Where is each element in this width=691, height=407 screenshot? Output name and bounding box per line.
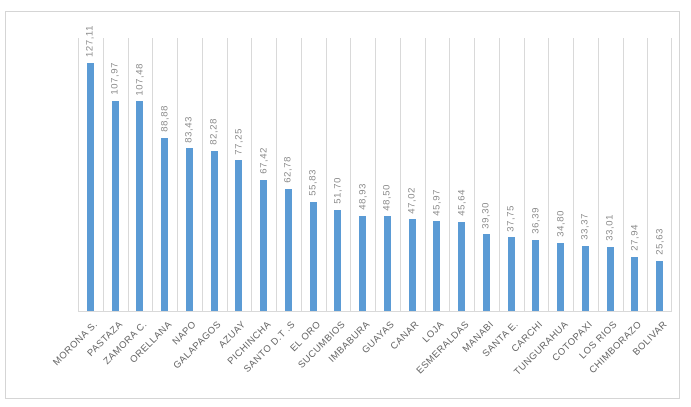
bar-value-label: 37,75 (505, 204, 517, 232)
vertical-gridline (498, 38, 500, 311)
bar-value-label: 33,37 (579, 213, 591, 240)
bar-value-label: 67,42 (258, 146, 270, 174)
bar (606, 246, 614, 311)
vertical-gridline (647, 38, 649, 311)
chart-border-box: 127,11 107,97 107,48 88,88 83,43 82,28 77,25 67… (5, 11, 680, 399)
vertical-gridline (424, 38, 426, 311)
bar-value-label: 83,43 (183, 115, 195, 143)
vertical-gridline (127, 38, 129, 311)
bar (408, 219, 416, 311)
bar (284, 188, 292, 311)
bar (631, 256, 639, 311)
vertical-gridline (226, 38, 228, 311)
vertical-gridline (573, 38, 574, 311)
bar-value-label: 51,70 (332, 177, 344, 205)
bar (86, 63, 94, 311)
plot-area: 127,11 107,97 107,48 88,88 83,43 82,28 77,25 67… (78, 25, 672, 312)
bar (507, 237, 515, 311)
bar-value-label: 27,94 (629, 223, 641, 251)
bar-value-label: 33,01 (604, 213, 616, 241)
bar-value-label: 36,39 (530, 207, 542, 234)
bar (136, 101, 144, 311)
bar (185, 148, 193, 311)
bar (482, 234, 490, 311)
bar (111, 100, 119, 311)
bar-value-label: 107,97 (109, 61, 121, 95)
bar-value-label: 48,50 (381, 183, 393, 211)
bar (532, 240, 540, 311)
bar (334, 210, 342, 311)
vertical-gridline (201, 38, 203, 311)
bar (383, 216, 391, 311)
bar-value-label: 45,64 (456, 189, 468, 216)
bar-value-label: 107,48 (134, 62, 146, 96)
vertical-gridline (449, 38, 451, 311)
bar-value-label: 47,02 (406, 186, 418, 214)
bar (433, 221, 441, 311)
bar-value-label: 82,28 (208, 117, 220, 145)
bar (235, 160, 243, 311)
vertical-gridline (152, 38, 154, 311)
vertical-gridline (102, 38, 104, 311)
bar-value-label: 39,30 (480, 201, 492, 229)
vertical-gridline (78, 38, 79, 311)
vertical-gridline (251, 38, 253, 311)
vertical-gridline (548, 38, 550, 311)
vertical-gridline (399, 38, 401, 311)
bar-value-label: 45,97 (431, 188, 443, 216)
bar (359, 215, 367, 311)
bar-value-label: 88,88 (159, 104, 171, 132)
bar-value-label: 127,11 (84, 25, 96, 58)
bar (161, 137, 169, 311)
bar (581, 245, 589, 311)
bar-value-label: 25,63 (654, 228, 666, 255)
bar-value-label: 62,78 (282, 155, 294, 183)
bar-value-label: 48,93 (357, 182, 369, 210)
bar (458, 222, 466, 311)
bar-value-label: 34,80 (555, 210, 567, 238)
x-axis-line (78, 311, 672, 312)
vertical-gridline (177, 38, 178, 311)
bar (260, 179, 268, 311)
vertical-gridline (474, 38, 475, 311)
bar-value-label: 55,83 (307, 169, 319, 197)
bar (557, 243, 565, 311)
bar (309, 202, 317, 311)
vertical-gridline (375, 38, 376, 311)
bar (656, 261, 664, 311)
bar-value-label: 77,25 (233, 127, 245, 155)
vertical-gridline (597, 38, 599, 311)
vertical-gridline (523, 38, 525, 311)
vertical-gridline (325, 38, 327, 311)
vertical-gridline (276, 38, 277, 311)
vertical-gridline (300, 38, 302, 311)
vertical-gridline (350, 38, 352, 311)
vertical-gridline (622, 38, 624, 311)
vertical-gridline (671, 38, 672, 311)
bar (210, 150, 218, 311)
